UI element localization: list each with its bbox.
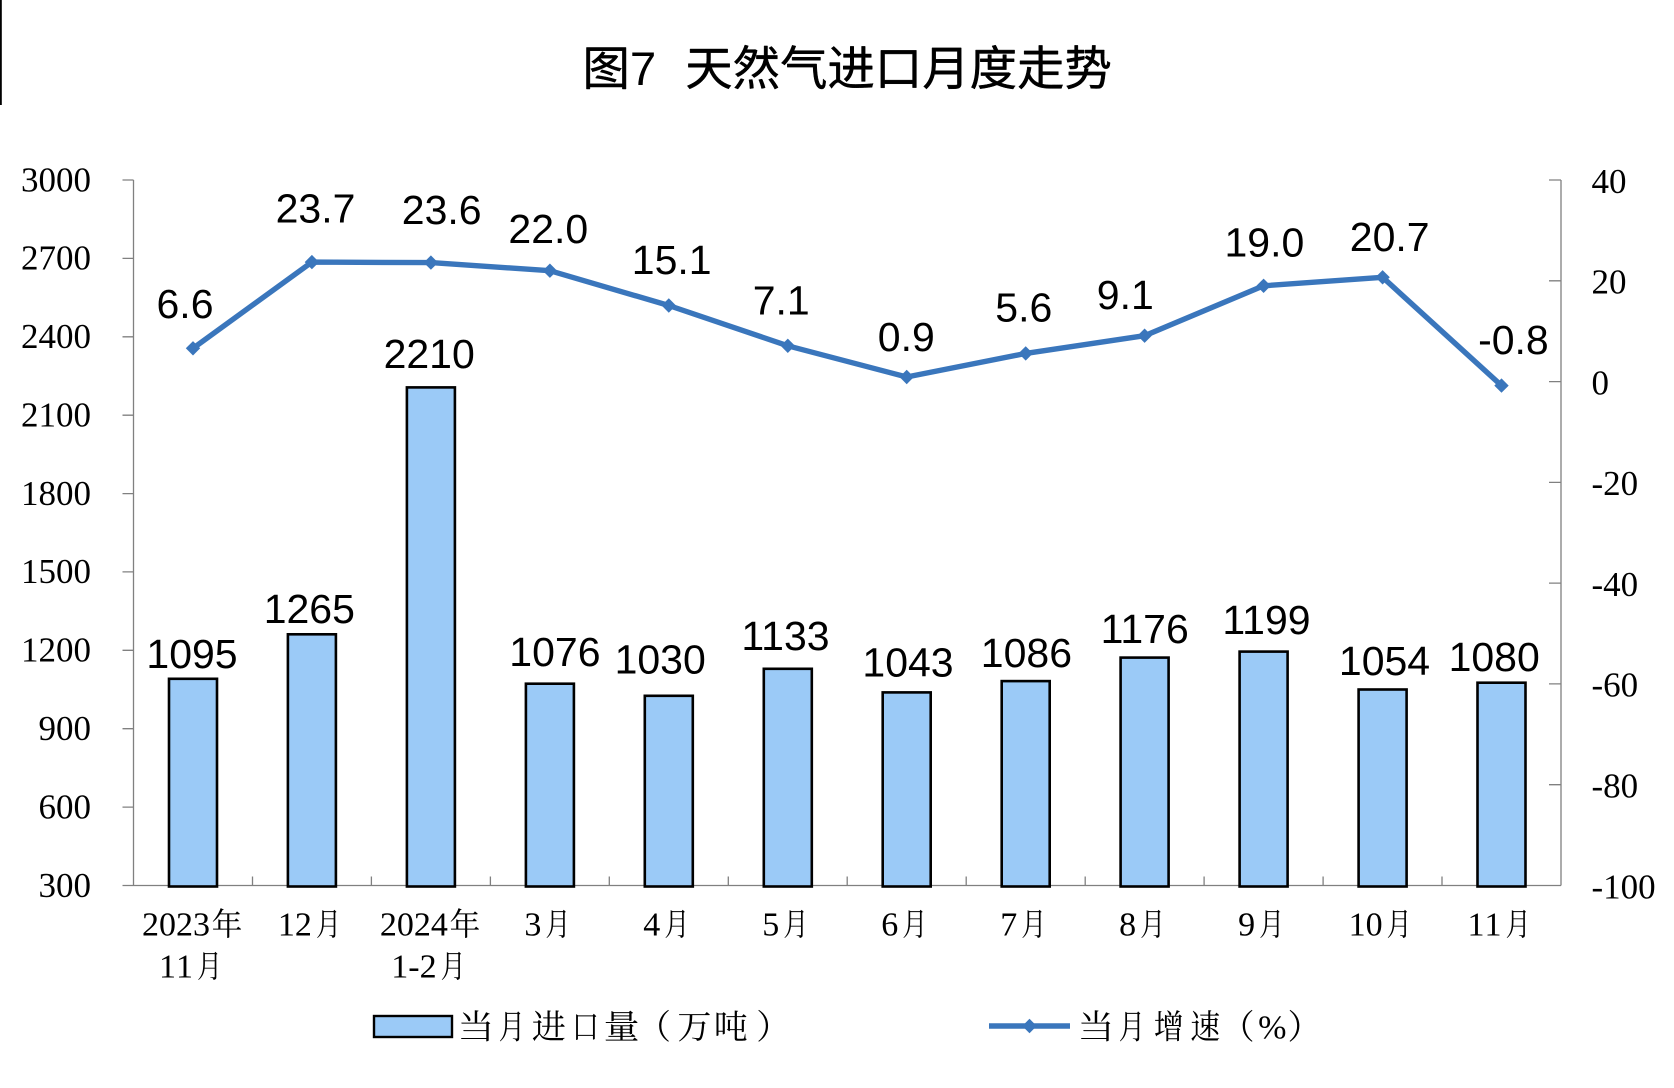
svg-text:3: 3 bbox=[193, 907, 210, 944]
svg-text:20.7: 20.7 bbox=[1350, 214, 1430, 260]
svg-text:0: 0 bbox=[159, 907, 176, 944]
svg-text:0: 0 bbox=[397, 907, 414, 944]
svg-text:2: 2 bbox=[142, 907, 159, 944]
svg-text:1: 1 bbox=[1485, 907, 1502, 944]
svg-text:4: 4 bbox=[431, 907, 448, 944]
svg-text:20: 20 bbox=[1592, 263, 1627, 302]
svg-text:2: 2 bbox=[420, 949, 437, 986]
svg-text:2100: 2100 bbox=[21, 396, 91, 435]
svg-text:-0.8: -0.8 bbox=[1478, 317, 1549, 363]
svg-text:-80: -80 bbox=[1592, 767, 1639, 806]
svg-text:1265: 1265 bbox=[264, 586, 355, 632]
svg-text:4: 4 bbox=[643, 907, 660, 944]
svg-text:1500: 1500 bbox=[21, 552, 91, 591]
svg-text:1: 1 bbox=[1349, 907, 1366, 944]
svg-text:7: 7 bbox=[1000, 907, 1017, 944]
svg-text:2: 2 bbox=[414, 907, 431, 944]
svg-text:1076: 1076 bbox=[509, 629, 600, 675]
svg-text:2400: 2400 bbox=[21, 317, 91, 356]
svg-text:1095: 1095 bbox=[146, 631, 237, 677]
svg-text:1: 1 bbox=[391, 949, 408, 986]
svg-text:600: 600 bbox=[39, 787, 92, 826]
svg-text:0: 0 bbox=[1592, 363, 1610, 402]
svg-text:-20: -20 bbox=[1592, 464, 1639, 503]
svg-text:-60: -60 bbox=[1592, 666, 1639, 705]
svg-text:22.0: 22.0 bbox=[508, 206, 588, 252]
svg-text:6.6: 6.6 bbox=[157, 281, 214, 327]
svg-text:5: 5 bbox=[762, 907, 779, 944]
svg-text:6: 6 bbox=[881, 907, 898, 944]
svg-text:1: 1 bbox=[176, 949, 193, 986]
svg-text:40: 40 bbox=[1592, 162, 1627, 201]
svg-text:2700: 2700 bbox=[21, 239, 91, 278]
svg-text:1: 1 bbox=[159, 949, 176, 986]
svg-text:0: 0 bbox=[1366, 907, 1383, 944]
svg-text:1800: 1800 bbox=[21, 474, 91, 513]
svg-text:1043: 1043 bbox=[862, 640, 953, 686]
svg-text:1054: 1054 bbox=[1339, 638, 1430, 684]
svg-text:8: 8 bbox=[1119, 907, 1136, 944]
svg-text:-: - bbox=[408, 949, 419, 986]
svg-text:3: 3 bbox=[524, 907, 541, 944]
svg-text:23.7: 23.7 bbox=[276, 186, 356, 232]
svg-text:300: 300 bbox=[39, 866, 92, 905]
svg-text:2: 2 bbox=[380, 907, 397, 944]
svg-text:1133: 1133 bbox=[741, 613, 829, 659]
svg-text:%: % bbox=[1258, 1010, 1286, 1047]
svg-text:-40: -40 bbox=[1592, 565, 1639, 604]
svg-text:3000: 3000 bbox=[21, 160, 91, 199]
svg-text:1199: 1199 bbox=[1222, 597, 1310, 643]
svg-text:7.1: 7.1 bbox=[753, 278, 810, 324]
svg-text:2210: 2210 bbox=[384, 331, 475, 377]
svg-text:1: 1 bbox=[278, 907, 295, 944]
svg-text:9.1: 9.1 bbox=[1097, 272, 1154, 318]
svg-text:1080: 1080 bbox=[1449, 634, 1540, 680]
svg-text:1176: 1176 bbox=[1101, 606, 1189, 652]
svg-text:5.6: 5.6 bbox=[995, 285, 1052, 331]
svg-text:1200: 1200 bbox=[21, 631, 91, 670]
svg-text:19.0: 19.0 bbox=[1224, 220, 1304, 266]
svg-text:-100: -100 bbox=[1592, 867, 1656, 906]
svg-text:0.9: 0.9 bbox=[878, 314, 935, 360]
svg-text:900: 900 bbox=[39, 709, 92, 748]
svg-text:23.6: 23.6 bbox=[402, 187, 482, 233]
svg-text:2: 2 bbox=[295, 907, 312, 944]
svg-text:2: 2 bbox=[176, 907, 193, 944]
svg-text:1: 1 bbox=[1468, 907, 1485, 944]
svg-text:1086: 1086 bbox=[981, 630, 1072, 676]
svg-text:7: 7 bbox=[630, 43, 656, 96]
svg-text:1030: 1030 bbox=[615, 636, 706, 682]
svg-text:15.1: 15.1 bbox=[632, 237, 712, 283]
svg-text:9: 9 bbox=[1238, 907, 1255, 944]
